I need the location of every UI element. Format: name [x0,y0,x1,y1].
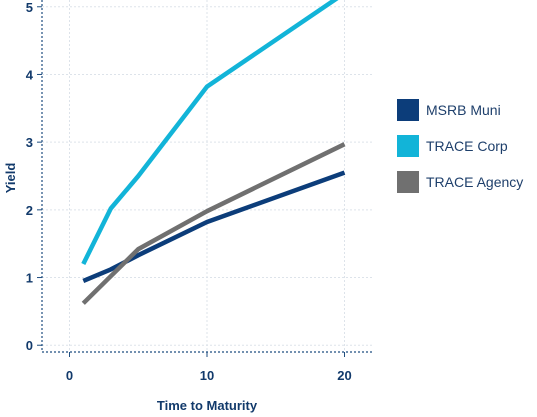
series-line [82,170,346,283]
y-tick-label: 0 [26,338,33,353]
series-lines [81,0,346,305]
legend-label: TRACE Corp [426,138,508,154]
legend-label: MSRB Muni [426,102,501,118]
y-tick-label: 3 [26,135,33,150]
x-axis-title: Time to Maturity [157,398,258,413]
legend-swatch [397,135,419,157]
legend-item-trace-corp: TRACE Corp [397,135,523,157]
legend-swatch [397,99,419,121]
x-tick-label: 20 [337,368,351,383]
legend-item-msrb-muni: MSRB Muni [397,99,523,121]
y-axis-title: Yield [3,163,18,194]
x-tick-label: 0 [66,368,73,383]
y-tick-label: 5 [26,0,33,15]
legend-item-trace-agency: TRACE Agency [397,171,524,193]
series-line [81,142,346,305]
x-tick-label: 10 [200,368,214,383]
legend: MSRB Muni TRACE Corp TRACE Agency [397,99,524,208]
legend-swatch [397,171,419,193]
series-line [81,0,339,265]
y-tick-label: 4 [26,67,34,82]
axis-ticks: 0 1 2 3 4 5 0 10 20 [26,0,352,383]
legend-label: TRACE Agency [426,174,524,190]
grid-lines [42,0,372,352]
y-tick-label: 1 [26,271,33,286]
y-tick-label: 2 [26,203,33,218]
